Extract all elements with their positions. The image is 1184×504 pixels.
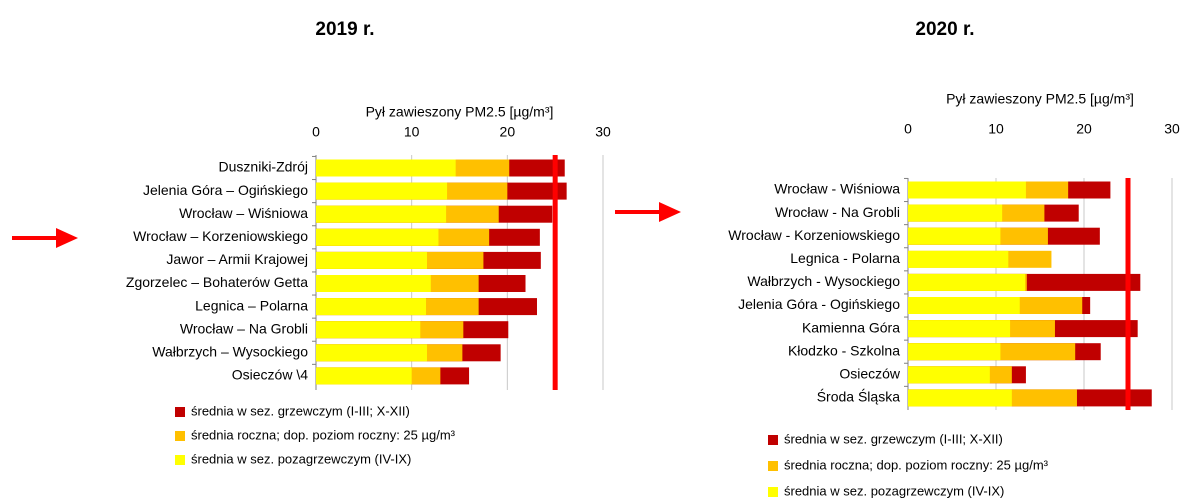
bar bbox=[908, 366, 990, 384]
bar bbox=[316, 367, 412, 385]
y-tick-label: Wrocław – Wiśniowa bbox=[179, 205, 308, 221]
legend-swatch bbox=[175, 407, 185, 417]
y-tick-label: Kamienna Góra bbox=[802, 319, 900, 335]
legend-label: średnia w sez. grzewczym (I-III; X-XII) bbox=[784, 431, 1003, 446]
y-tick-label: Wałbrzych – Wysockiego bbox=[152, 344, 308, 360]
y-tick-label: Zgorzelec – Bohaterów Getta bbox=[126, 274, 308, 290]
bar bbox=[908, 320, 1011, 338]
y-tick-label: Legnica – Polarna bbox=[195, 297, 308, 313]
bar bbox=[316, 205, 447, 223]
legend-swatch bbox=[768, 435, 778, 445]
y-tick-label: Jelenia Góra – Ogińskiego bbox=[143, 182, 308, 198]
y-tick-label: Osieczów \4 bbox=[232, 367, 308, 383]
y-tick-label: Wrocław - Na Grobli bbox=[775, 204, 900, 220]
x-tick-label: 0 bbox=[904, 121, 912, 137]
x-tick-label: 0 bbox=[312, 124, 320, 140]
legend-swatch bbox=[175, 455, 185, 465]
x-tick-label: 20 bbox=[1076, 121, 1092, 137]
bar bbox=[908, 297, 1020, 314]
legend-label: średnia w sez. grzewczym (I-III; X-XII) bbox=[191, 403, 410, 418]
bar bbox=[316, 275, 431, 292]
arrow bbox=[615, 202, 681, 222]
axis-title: Pył zawieszony PM2.5 [µg/m³] bbox=[946, 91, 1134, 107]
bar bbox=[316, 228, 439, 246]
y-tick-label: Jawor – Armii Krajowej bbox=[166, 251, 308, 267]
axis-title: Pył zawieszony PM2.5 [µg/m³] bbox=[366, 104, 554, 120]
y-tick-label: Wrocław - Korzeniowskiego bbox=[728, 227, 900, 243]
legend-swatch bbox=[175, 431, 185, 441]
y-tick-label: Kłodzko - Szkolna bbox=[788, 342, 900, 358]
bar bbox=[316, 182, 448, 200]
x-tick-label: 20 bbox=[500, 124, 516, 140]
bar bbox=[316, 298, 427, 316]
x-tick-label: 30 bbox=[595, 124, 611, 140]
bar bbox=[908, 343, 1001, 361]
x-tick-label: 30 bbox=[1164, 121, 1180, 137]
legend-label: średnia roczna; dop. poziom roczny: 25 µ… bbox=[784, 457, 1049, 472]
bar bbox=[908, 389, 1012, 407]
y-tick-label: Jelenia Góra - Ogińskiego bbox=[738, 296, 900, 312]
y-tick-label: Wrocław - Wiśniowa bbox=[774, 181, 900, 197]
legend-label: średnia roczna; dop. poziom roczny: 25 µ… bbox=[191, 427, 456, 442]
y-tick-label: Osieczów bbox=[839, 366, 901, 382]
y-tick-label: Środa Śląska bbox=[817, 388, 900, 405]
arrow bbox=[12, 228, 78, 248]
bar bbox=[908, 273, 1026, 291]
bar bbox=[908, 181, 1026, 199]
x-tick-label: 10 bbox=[988, 121, 1004, 137]
bar bbox=[316, 159, 456, 177]
chart-title: 2019 r. bbox=[315, 19, 374, 40]
y-tick-label: Wrocław – Korzeniowskiego bbox=[133, 228, 308, 244]
legend-label: średnia w sez. pozagrzewczym (IV-IX) bbox=[191, 451, 411, 466]
y-tick-label: Duszniki-Zdrój bbox=[219, 159, 308, 175]
bar bbox=[908, 204, 1003, 222]
y-tick-label: Wrocław – Na Grobli bbox=[180, 320, 308, 336]
legend-label: średnia w sez. pozagrzewczym (IV-IX) bbox=[784, 483, 1004, 498]
bar bbox=[316, 321, 421, 339]
y-tick-label: Legnica - Polarna bbox=[790, 250, 900, 266]
chart-title: 2020 r. bbox=[915, 19, 974, 40]
legend-swatch bbox=[768, 487, 778, 497]
bar bbox=[908, 250, 1009, 268]
bar bbox=[316, 251, 427, 269]
bar bbox=[908, 227, 1001, 245]
bar bbox=[316, 344, 427, 362]
legend-swatch bbox=[768, 461, 778, 471]
y-tick-label: Wałbrzych - Wysockiego bbox=[747, 273, 900, 289]
x-tick-label: 10 bbox=[404, 124, 420, 140]
